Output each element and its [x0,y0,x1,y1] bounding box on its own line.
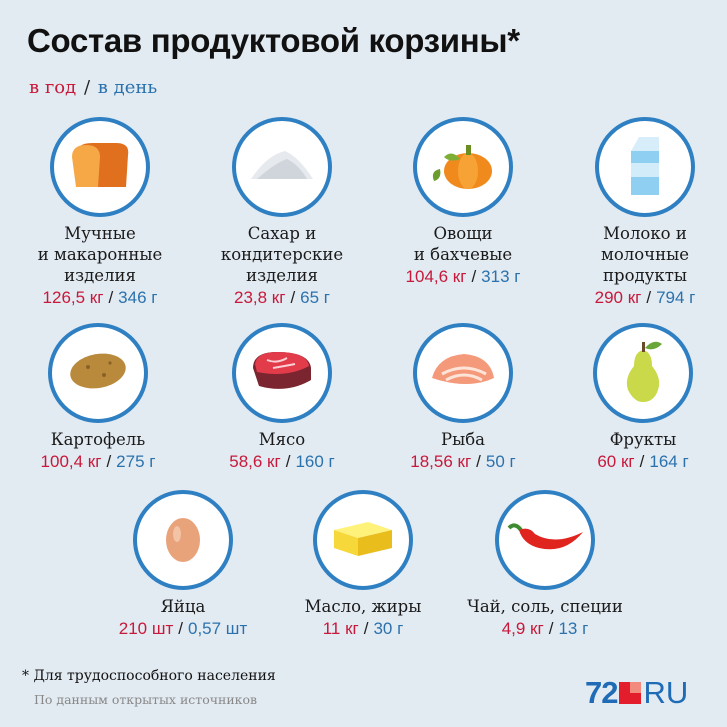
product-label: Масло, жиры [304,597,422,616]
product-value: 290 кг/794 г [545,286,727,310]
value-per-day: 65 г [300,288,331,307]
product-item: Рыба 18,56 кг/50 г [363,323,563,474]
product-label: Мучные и макаронные изделия [37,224,163,285]
pear-icon [620,338,666,408]
value-per-day: 313 г [481,267,521,286]
value-separator: / [471,267,477,286]
value-per-year: 11 кг [322,619,359,638]
value-per-year: 104,6 кг [405,267,467,286]
product-value: 4,9 кг/13 г [445,617,645,641]
product-value: 104,6 кг/313 г [363,265,563,289]
value-per-day: 50 г [485,452,516,471]
bread-icon [68,139,132,195]
value-per-day: 794 г [656,288,696,307]
product-label: Рыба [440,430,485,449]
product-item: Чай, соль, специи 4,9 кг/13 г [445,490,645,641]
butter-icon [328,516,398,564]
product-item: Масло, жиры 11 кг/30 г [263,490,463,641]
product-value: 23,8 кг/65 г [182,286,382,310]
icon-circle [413,323,513,423]
value-separator: / [476,452,481,471]
product-item: Сахар и кондитерские изделия 23,8 кг/65 г [182,117,382,310]
legend-day: в день [97,77,158,98]
product-value: 11 кг/30 г [263,617,463,641]
value-per-year: 4,9 кг [501,619,544,638]
logo-72ru: 72 RU [585,675,688,711]
value-per-year: 58,6 кг [229,452,281,471]
page-title: Состав продуктовой корзины* [27,22,520,59]
icon-circle [495,490,595,590]
product-value: 18,56 кг/50 г [363,450,563,474]
icon-circle [313,490,413,590]
icon-circle [50,117,150,217]
milk-icon [625,133,665,201]
product-item: Молоко и молочные продукты 290 кг/794 г [545,117,727,310]
value-per-year: 18,56 кг [410,452,472,471]
footnote: * Для трудоспособного населения [22,668,276,684]
icon-circle [133,490,233,590]
meat-icon [247,346,317,400]
logo-square-icon [619,682,642,704]
value-per-day: 13 г [558,619,589,638]
value-per-day: 275 г [116,452,156,471]
pumpkin-icon [428,137,498,197]
value-separator: / [285,452,291,471]
value-separator: / [106,452,112,471]
product-item: Овощи и бахчевые 104,6 кг/313 г [363,117,563,289]
value-per-year: 60 кг [597,452,635,471]
product-item: Фрукты 60 кг/164 г [543,323,727,474]
potato-icon [66,349,130,397]
value-per-day: 164 г [649,452,689,471]
sugar-icon [247,145,317,189]
product-label: Сахар и кондитерские изделия [220,224,344,285]
value-per-year: 126,5 кг [42,288,104,307]
product-value: 210 шт/ 0,57 шт [83,617,283,641]
value-separator: / [639,452,645,471]
value-per-year: 210 шт [118,619,174,638]
value-per-year: 290 кг [594,288,642,307]
value-per-day: 0,57 шт [188,619,248,638]
value-per-day: 30 г [373,619,404,638]
product-label: Чай, соль, специи [467,597,623,616]
pepper-icon [505,518,585,562]
egg-icon [163,512,203,568]
legend-separator: / [83,77,91,98]
product-label: Яйца [160,597,206,616]
value-separator: / [363,619,369,638]
icon-circle [593,323,693,423]
product-item: Яйца 210 шт/ 0,57 шт [83,490,283,641]
source-note: По данным открытых источников [34,692,258,707]
product-item: Картофель 100,4 кг/275 г [0,323,198,474]
legend-year: в год [29,77,77,98]
value-separator: / [548,619,554,638]
fish-icon [428,348,498,398]
value-per-day: 346 г [118,288,158,307]
product-value: 58,6 кг/160 г [182,450,382,474]
value-separator: / [646,288,652,307]
product-label: Мясо [258,430,306,449]
value-separator: / [178,619,183,638]
logo-number: 72 [585,675,618,710]
icon-circle [48,323,148,423]
icon-circle [232,117,332,217]
value-per-year: 100,4 кг [40,452,102,471]
product-label: Фрукты [609,430,677,449]
icon-circle [595,117,695,217]
product-value: 100,4 кг/275 г [0,450,198,474]
value-per-day: 160 г [295,452,335,471]
product-item: Мясо 58,6 кг/160 г [182,323,382,474]
logo-suffix: RU [643,675,689,710]
value-separator: / [290,288,296,307]
product-label: Молоко и молочные продукты [601,224,689,285]
product-value: 60 кг/164 г [543,450,727,474]
icon-circle [232,323,332,423]
product-value: 126,5 кг/346 г [0,286,200,310]
icon-circle [413,117,513,217]
product-label: Овощи и бахчевые [413,224,513,264]
legend: в год / в день [29,77,157,98]
value-separator: / [108,288,114,307]
value-per-year: 23,8 кг [233,288,286,307]
product-item: Мучные и макаронные изделия 126,5 кг/346 … [0,117,200,310]
product-label: Картофель [50,430,146,449]
